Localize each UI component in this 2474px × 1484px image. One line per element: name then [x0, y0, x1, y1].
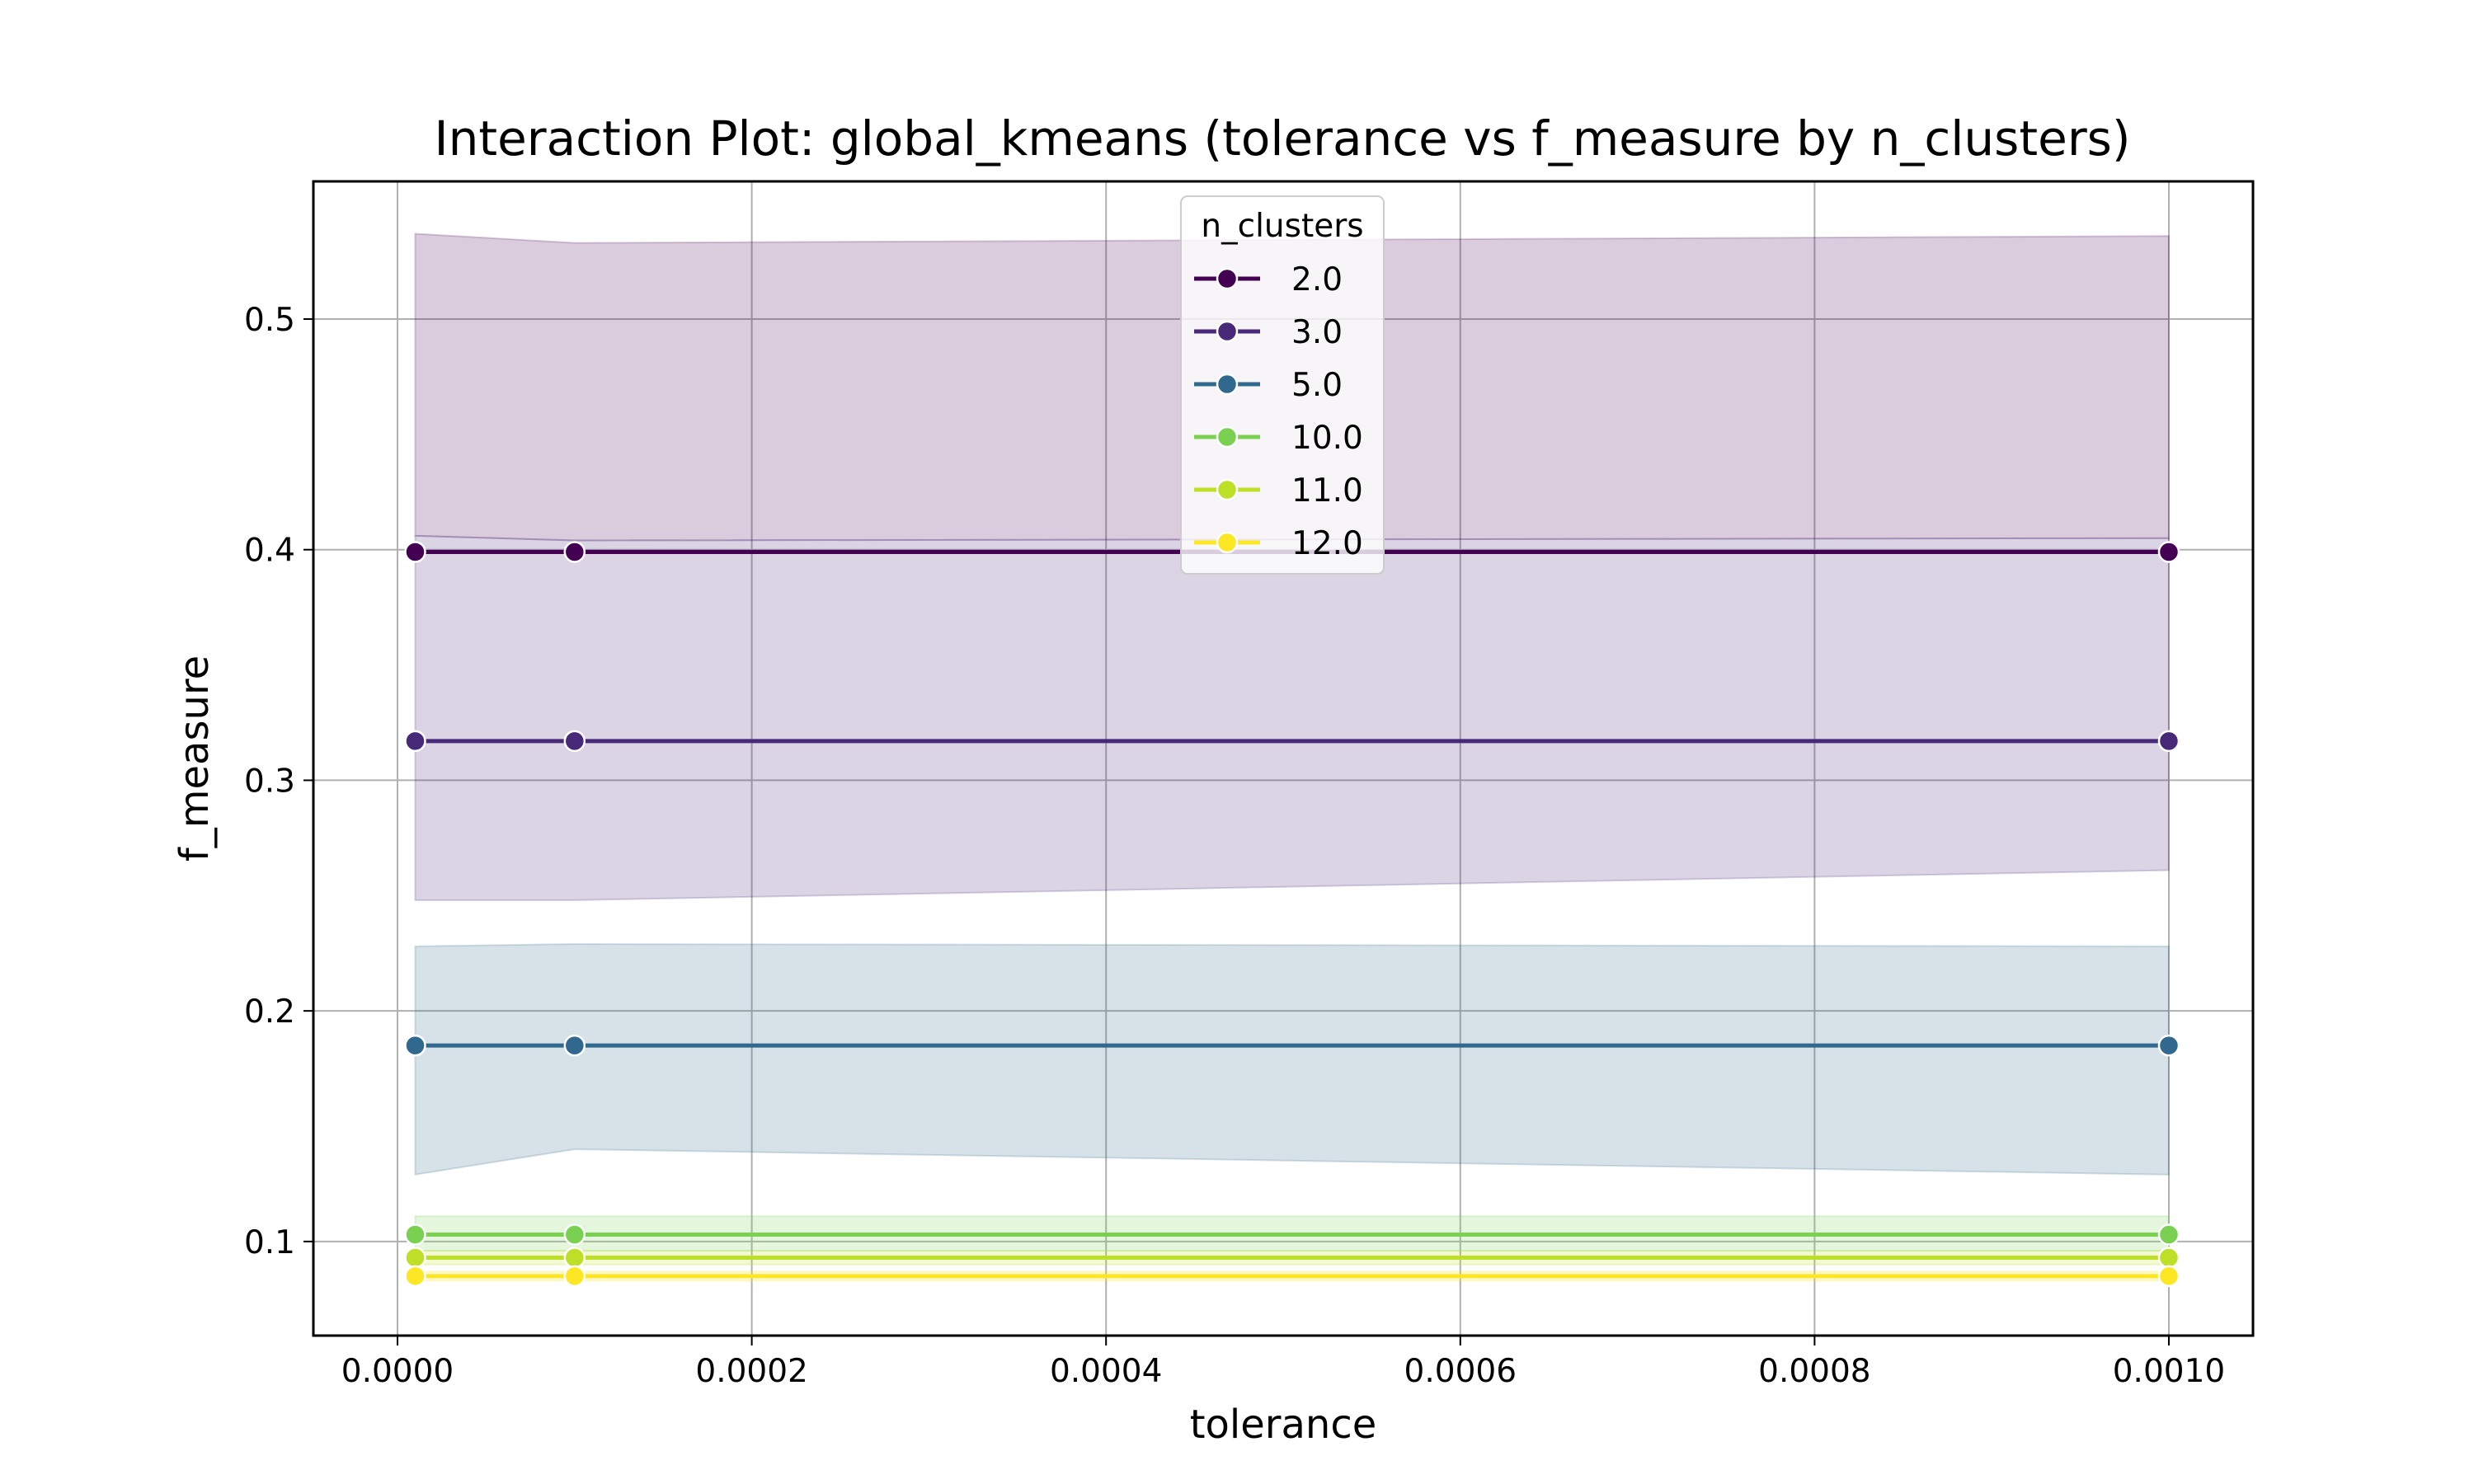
- legend-marker: [1216, 478, 1239, 501]
- legend-label: 2.0: [1291, 261, 1343, 298]
- series-markers: [404, 541, 2180, 1288]
- data-point: [404, 1247, 426, 1269]
- legend-label: 10.0: [1291, 420, 1363, 457]
- x-axis-label: tolerance: [1190, 1402, 1377, 1448]
- data-point: [563, 1247, 586, 1269]
- legend-label: 5.0: [1291, 367, 1343, 404]
- legend-marker: [1216, 267, 1239, 290]
- data-point: [404, 730, 426, 753]
- y-tick-label: 0.1: [244, 1224, 295, 1261]
- data-point: [404, 1223, 426, 1246]
- legend-label: 12.0: [1291, 525, 1363, 562]
- data-point: [404, 1034, 426, 1057]
- confidence-bands: [414, 232, 2170, 1282]
- data-point: [2157, 1247, 2180, 1269]
- plot-area-frame: [312, 180, 2255, 1337]
- y-axis-ticks: 0.1 0.2 0.3 0.4 0.5: [244, 302, 313, 1261]
- data-point: [563, 1265, 586, 1288]
- legend-title: n_clusters: [1201, 208, 1363, 245]
- x-tick-label: 0.0002: [695, 1353, 807, 1390]
- legend-marker: [1216, 373, 1239, 396]
- x-tick-label: 0.0004: [1050, 1353, 1162, 1390]
- legend-marker: [1216, 531, 1239, 554]
- legend-box: [1180, 195, 1385, 575]
- data-point: [404, 1265, 426, 1288]
- x-tick-label: 0.0006: [1404, 1353, 1517, 1390]
- y-axis-label: f_measure: [172, 655, 218, 862]
- legend-label: 11.0: [1291, 472, 1363, 510]
- x-axis-ticks: 0.0000 0.0002 0.0004 0.0006 0.0008 0.0010: [341, 1336, 2225, 1390]
- confidence-band: [414, 943, 2170, 1176]
- x-tick-label: 0.0008: [1758, 1353, 1870, 1390]
- x-tick-label: 0.0010: [2113, 1353, 2225, 1390]
- y-tick-label: 0.2: [244, 993, 295, 1031]
- data-point: [2157, 730, 2180, 753]
- legend: n_clusters 2.0 3.0 5.0 10.0 11.0 12.0: [1180, 195, 1385, 575]
- legend-marker: [1216, 320, 1239, 343]
- data-point: [2157, 1034, 2180, 1057]
- chart-title: Interaction Plot: global_kmeans (toleran…: [434, 110, 2130, 167]
- data-point: [404, 541, 426, 563]
- data-point: [2157, 1265, 2180, 1288]
- y-tick-label: 0.3: [244, 763, 295, 800]
- data-point: [563, 1223, 586, 1246]
- data-point: [2157, 1223, 2180, 1246]
- legend-entries: 2.0 3.0 5.0 10.0 11.0 12.0: [1194, 261, 1363, 562]
- legend-marker: [1216, 425, 1239, 448]
- data-point: [563, 541, 586, 563]
- data-point: [563, 730, 586, 753]
- confidence-band: [414, 534, 2170, 901]
- data-point: [2157, 541, 2180, 563]
- y-tick-label: 0.4: [244, 533, 295, 570]
- legend-label: 3.0: [1291, 314, 1343, 351]
- data-point: [563, 1034, 586, 1057]
- y-tick-label: 0.5: [244, 302, 295, 339]
- x-tick-label: 0.0000: [341, 1353, 454, 1390]
